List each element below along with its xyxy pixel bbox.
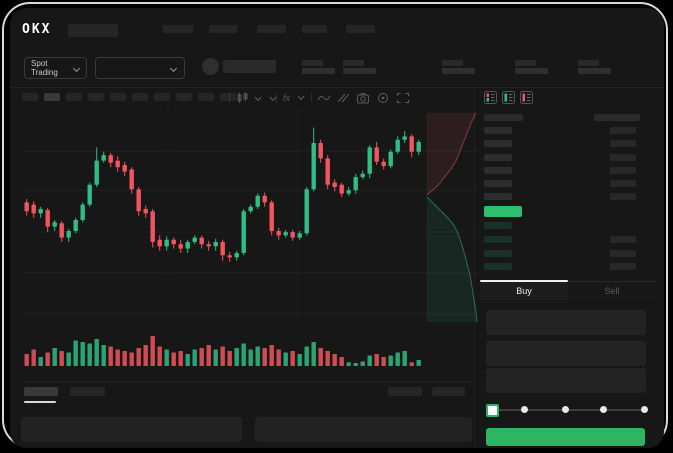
buy-tab-indicator — [480, 280, 568, 282]
orders-table-placeholder — [21, 417, 242, 442]
total-field[interactable] — [486, 368, 646, 393]
line-chart-icon[interactable] — [317, 92, 331, 104]
combined-book-icon[interactable] — [484, 91, 497, 104]
ticker-stat — [302, 60, 338, 76]
order-book-price-header — [484, 114, 523, 121]
chevron-down-icon — [74, 65, 80, 71]
ask-price[interactable] — [484, 167, 512, 174]
stat-label-placeholder — [578, 60, 599, 66]
stat-value-placeholder — [442, 68, 475, 74]
market-type-label: Spot Trading — [31, 59, 58, 77]
ask-amount — [610, 127, 636, 134]
chevron-down-icon[interactable] — [268, 95, 282, 107]
indicators-icon[interactable]: fx — [282, 92, 305, 104]
timeframe-button[interactable] — [198, 93, 214, 101]
bids-only-icon[interactable] — [502, 91, 515, 104]
nav-item[interactable] — [163, 25, 193, 33]
amount-field[interactable] — [486, 341, 646, 366]
candle-chart-icon[interactable] — [236, 92, 250, 104]
ask-amount — [610, 180, 636, 187]
bid-price[interactable] — [484, 263, 512, 270]
chevron-down-icon[interactable] — [253, 95, 267, 107]
stat-value-placeholder — [515, 68, 548, 74]
price-field[interactable] — [486, 310, 646, 335]
timeframe-button[interactable] — [132, 93, 148, 101]
buy-submit-button[interactable] — [486, 428, 645, 446]
okx-logo[interactable]: OKX — [22, 22, 52, 37]
timeframe-button[interactable] — [66, 93, 82, 101]
bid-amount — [610, 236, 636, 243]
bid-amount — [610, 263, 636, 270]
timeframe-button[interactable] — [44, 93, 60, 101]
market-type-dropdown[interactable]: Spot Trading — [24, 57, 87, 79]
tab-buy[interactable]: Buy — [480, 282, 568, 300]
asks-only-icon[interactable] — [520, 91, 533, 104]
timeframe-button[interactable] — [88, 93, 104, 101]
slider-stop-dot[interactable] — [640, 406, 648, 413]
ask-price[interactable] — [484, 140, 512, 147]
fullscreen-icon[interactable] — [396, 92, 410, 104]
tab-sell[interactable]: Sell — [568, 282, 656, 300]
ask-amount — [610, 154, 636, 161]
last-price-badge — [484, 206, 522, 217]
ask-amount — [610, 140, 636, 147]
bid-amount — [610, 250, 636, 257]
ask-price[interactable] — [484, 127, 512, 134]
ask-amount — [610, 167, 636, 174]
stat-label-placeholder — [515, 60, 536, 66]
orders-action-placeholder[interactable] — [432, 387, 465, 396]
pair-name-placeholder — [223, 60, 276, 73]
timeframe-button[interactable] — [110, 93, 126, 101]
orders-tab[interactable] — [70, 387, 105, 396]
stat-value-placeholder — [343, 68, 376, 74]
nav-item[interactable] — [209, 25, 237, 33]
camera-icon[interactable] — [356, 92, 370, 104]
nav-item[interactable] — [302, 25, 327, 33]
stat-value-placeholder — [578, 68, 611, 74]
orders-action-placeholder[interactable] — [388, 387, 422, 396]
orders-table-placeholder — [255, 417, 472, 442]
ask-price[interactable] — [484, 180, 512, 187]
search-input[interactable] — [68, 24, 118, 37]
nav-item[interactable] — [257, 25, 286, 33]
price-chart[interactable] — [20, 107, 482, 369]
pair-dropdown[interactable] — [95, 57, 185, 79]
chevron-down-icon — [171, 65, 177, 71]
order-book-amount-header — [594, 114, 640, 121]
slider-stop-dot[interactable] — [520, 406, 528, 413]
slider-stop-dot[interactable] — [561, 406, 569, 413]
timeframe-button[interactable] — [220, 93, 236, 101]
compare-icon[interactable] — [336, 92, 350, 104]
bid-price[interactable] — [484, 250, 512, 257]
ask-price[interactable] — [484, 193, 512, 200]
bid-price[interactable] — [484, 222, 512, 229]
app-screen: OKX Spot Trading fx — [10, 8, 664, 448]
timeframe-button[interactable] — [22, 93, 38, 101]
timeframe-button[interactable] — [154, 93, 170, 101]
nav-item[interactable] — [346, 25, 375, 33]
slider-stop-dot[interactable] — [599, 406, 607, 413]
stat-label-placeholder — [343, 60, 364, 66]
percent-slider-handle[interactable] — [486, 404, 499, 417]
coin-avatar[interactable] — [202, 58, 219, 75]
ask-amount — [610, 193, 636, 200]
settings-icon[interactable] — [376, 92, 390, 104]
timeframe-button[interactable] — [176, 93, 192, 101]
ticker-stat — [578, 60, 614, 76]
ticker-stat — [515, 60, 551, 76]
orders-tab-active[interactable] — [24, 387, 58, 396]
ticker-stat — [343, 60, 379, 76]
stat-label-placeholder — [442, 60, 463, 66]
stat-label-placeholder — [302, 60, 323, 66]
stat-value-placeholder — [302, 68, 335, 74]
active-tab-underline — [24, 401, 56, 403]
ticker-stat — [442, 60, 478, 76]
bid-price[interactable] — [484, 236, 512, 243]
svg-text:fx: fx — [283, 93, 291, 103]
ask-price[interactable] — [484, 154, 512, 161]
